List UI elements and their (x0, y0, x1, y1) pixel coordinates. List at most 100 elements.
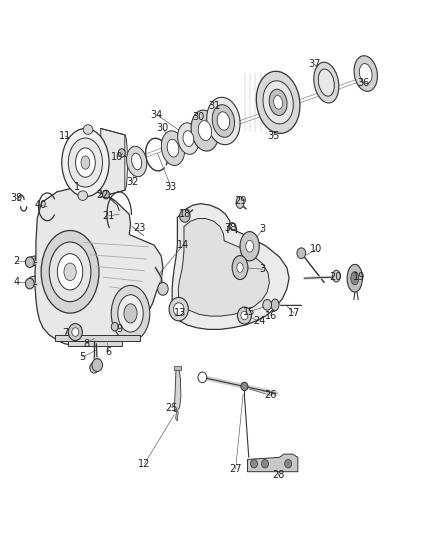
Circle shape (118, 149, 125, 157)
Ellipse shape (232, 255, 248, 279)
Circle shape (297, 248, 306, 259)
Ellipse shape (347, 264, 363, 292)
Text: 4: 4 (14, 278, 20, 287)
Text: 15: 15 (243, 307, 255, 317)
Text: 20: 20 (329, 272, 341, 282)
Ellipse shape (263, 80, 293, 124)
Text: 11: 11 (59, 131, 71, 141)
Ellipse shape (41, 230, 99, 313)
Ellipse shape (127, 146, 147, 177)
Circle shape (237, 307, 251, 324)
Ellipse shape (68, 138, 102, 187)
Ellipse shape (167, 139, 179, 157)
Text: 23: 23 (133, 223, 145, 233)
Ellipse shape (191, 110, 219, 151)
Circle shape (263, 300, 272, 310)
Text: 33: 33 (165, 182, 177, 191)
Text: 8: 8 (83, 339, 89, 349)
Ellipse shape (49, 242, 91, 302)
Ellipse shape (354, 56, 378, 91)
Circle shape (92, 359, 102, 372)
Ellipse shape (236, 197, 244, 208)
Ellipse shape (237, 263, 243, 272)
Ellipse shape (217, 112, 230, 130)
Ellipse shape (124, 304, 137, 323)
Text: 35: 35 (268, 131, 280, 141)
Ellipse shape (212, 104, 235, 138)
Polygon shape (55, 335, 140, 341)
Text: 38: 38 (224, 223, 236, 233)
Ellipse shape (351, 271, 359, 285)
Polygon shape (35, 188, 163, 345)
Text: 22: 22 (97, 190, 109, 199)
Ellipse shape (64, 263, 76, 280)
Ellipse shape (207, 98, 240, 144)
Circle shape (111, 322, 118, 331)
Text: 30: 30 (157, 123, 169, 133)
Text: 30: 30 (192, 112, 204, 122)
Text: 40: 40 (34, 200, 46, 210)
Circle shape (102, 190, 110, 199)
Ellipse shape (83, 125, 93, 134)
Ellipse shape (132, 153, 141, 170)
Ellipse shape (274, 95, 283, 109)
Text: 26: 26 (265, 391, 277, 400)
Circle shape (72, 328, 79, 336)
Circle shape (198, 372, 207, 383)
Polygon shape (174, 368, 181, 411)
Ellipse shape (271, 299, 279, 311)
Text: 6: 6 (106, 347, 112, 357)
Ellipse shape (269, 89, 287, 116)
Text: 32: 32 (126, 177, 138, 187)
Ellipse shape (240, 231, 259, 261)
Text: 25: 25 (166, 403, 178, 413)
Ellipse shape (332, 270, 340, 282)
Ellipse shape (62, 128, 109, 197)
Text: 17: 17 (288, 309, 300, 318)
Circle shape (90, 362, 99, 373)
Text: 7: 7 (63, 328, 69, 338)
Text: 9: 9 (116, 324, 122, 334)
Polygon shape (176, 411, 178, 421)
Ellipse shape (177, 123, 199, 155)
Ellipse shape (81, 156, 90, 169)
Circle shape (241, 311, 248, 320)
Polygon shape (172, 204, 289, 329)
Text: 10: 10 (310, 245, 322, 254)
Circle shape (173, 303, 184, 316)
Text: 36: 36 (357, 78, 370, 87)
Polygon shape (178, 219, 269, 316)
Text: 27: 27 (230, 464, 242, 474)
Circle shape (158, 282, 168, 295)
Polygon shape (101, 128, 125, 197)
Ellipse shape (161, 131, 185, 166)
Text: 34: 34 (151, 110, 163, 119)
Circle shape (25, 278, 34, 289)
Polygon shape (68, 340, 122, 346)
Circle shape (169, 297, 188, 321)
Text: 3: 3 (260, 224, 266, 234)
Text: 13: 13 (174, 309, 187, 318)
Ellipse shape (314, 62, 339, 103)
Text: 1: 1 (74, 182, 80, 191)
Text: 19: 19 (353, 272, 365, 282)
Ellipse shape (118, 295, 143, 332)
Circle shape (285, 459, 292, 468)
Polygon shape (247, 454, 298, 472)
Text: 18: 18 (179, 209, 191, 219)
Text: 24: 24 (253, 316, 265, 326)
Circle shape (251, 459, 258, 468)
Text: 16: 16 (265, 311, 277, 320)
Text: 12: 12 (138, 459, 151, 469)
Text: 31: 31 (208, 101, 221, 110)
Ellipse shape (246, 240, 254, 252)
Circle shape (180, 209, 190, 222)
Circle shape (261, 459, 268, 468)
Circle shape (241, 382, 248, 391)
Circle shape (68, 324, 82, 341)
Polygon shape (30, 276, 35, 287)
Ellipse shape (183, 131, 194, 147)
Text: 5: 5 (79, 352, 85, 362)
Ellipse shape (75, 148, 95, 177)
Text: 3: 3 (260, 264, 266, 274)
